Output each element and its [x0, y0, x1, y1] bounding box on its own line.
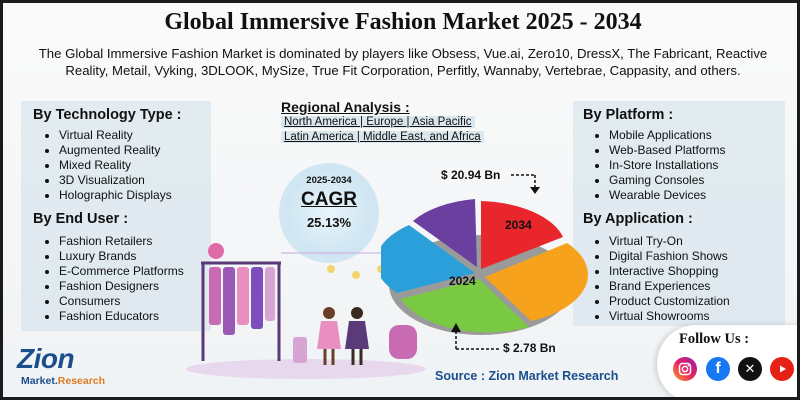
slice-label-2034: 2034 [505, 218, 532, 232]
cagr-label: CAGR [301, 189, 357, 210]
value-2034: $ 20.94 Bn [441, 168, 501, 182]
value-2024: $ 2.78 Bn [503, 341, 556, 355]
right-panel [573, 101, 785, 326]
platform-list: Mobile Applications Web-Based Platforms … [583, 128, 726, 203]
pie-slice-blue [381, 225, 475, 293]
logo-sub-b: Research [57, 375, 106, 387]
list-item: In-Store Installations [583, 158, 726, 173]
zion-logo: Zion [17, 343, 75, 374]
pie-slice-orange [485, 243, 588, 321]
list-item: Luxury Brands [33, 249, 184, 264]
list-item: Mobile Applications [583, 128, 726, 143]
end-user-heading: By End User : [33, 211, 129, 227]
list-item: Fashion Retailers [33, 234, 184, 249]
list-item: Fashion Designers [33, 279, 184, 294]
follow-label: Follow Us : [679, 331, 750, 347]
instagram-icon[interactable] [673, 357, 697, 381]
application-heading: By Application : [583, 211, 693, 227]
market-pie-chart: 2034 2024 [381, 199, 588, 335]
list-item: Digital Fashion Shows [583, 249, 730, 264]
pie-slice-2024 [401, 279, 529, 333]
regional-heading: Regional Analysis : [281, 99, 410, 115]
x-icon[interactable]: ✕ [738, 357, 762, 381]
slice-label-2024: 2024 [449, 274, 476, 288]
list-item: E-Commerce Platforms [33, 264, 184, 279]
list-item: 3D Visualization [33, 173, 172, 188]
application-list: Virtual Try-On Digital Fashion Shows Int… [583, 234, 730, 324]
list-item: Augmented Reality [33, 143, 172, 158]
list-item: Fashion Educators [33, 309, 184, 324]
list-item: Mixed Reality [33, 158, 172, 173]
callout-arrow-2034 [511, 174, 540, 194]
regional-line-1: North America | Europe | Asia Pacific [281, 116, 475, 128]
list-item: Web-Based Platforms [583, 143, 726, 158]
list-item: Holographic Displays [33, 188, 172, 203]
list-item: Gaming Consoles [583, 173, 726, 188]
platform-heading: By Platform : [583, 107, 674, 123]
list-item: Wearable Devices [583, 188, 726, 203]
left-panel [21, 101, 211, 331]
cagr-value: 25.13% [306, 215, 352, 230]
subtitle: The Global Immersive Fashion Market is d… [38, 46, 768, 78]
logo-sub-a: Market. [21, 375, 58, 387]
pie-slice-purple [413, 199, 477, 267]
list-item: Virtual Showrooms [583, 309, 730, 324]
zion-logo-sub: Market.Research [21, 375, 105, 387]
list-item: Virtual Reality [33, 128, 172, 143]
cagr-years: 2025-2034 [306, 175, 352, 186]
facebook-icon[interactable]: f [706, 357, 730, 381]
regional-line-2: Latin America | Middle East, and Africa [281, 131, 484, 143]
list-item: Product Customization [583, 294, 730, 309]
page-title: Global Immersive Fashion Market 2025 - 2… [164, 9, 642, 35]
list-item: Virtual Try-On [583, 234, 730, 249]
list-item: Brand Experiences [583, 279, 730, 294]
callout-arrow-2024 [451, 323, 499, 350]
pie-slice-2034 [481, 201, 563, 269]
youtube-icon[interactable] [770, 357, 794, 381]
technology-heading: By Technology Type : [33, 107, 182, 123]
cagr-badge [279, 163, 379, 263]
technology-list: Virtual Reality Augmented Reality Mixed … [33, 128, 172, 203]
shopping-illustration [186, 243, 426, 379]
source-text: Source : Zion Market Research [435, 369, 619, 383]
list-item: Interactive Shopping [583, 264, 730, 279]
list-item: Consumers [33, 294, 184, 309]
end-user-list: Fashion Retailers Luxury Brands E-Commer… [33, 234, 184, 324]
